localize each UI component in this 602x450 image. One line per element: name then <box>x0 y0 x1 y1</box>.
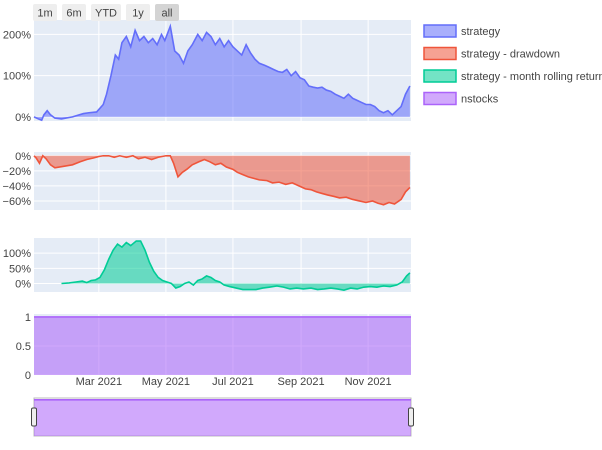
legend-label: strategy - month rolling return <box>461 71 602 83</box>
drawdown-panel: 0% −20% −40% −60% <box>3 151 411 210</box>
nstocks-ytick-label: 0.5 <box>16 341 31 353</box>
xtick-label: Nov 2021 <box>345 376 392 388</box>
chart-panels: 0%100%200%0%−20%−40%−60%0%50%100%00.51 <box>3 20 411 382</box>
range-button-label: YTD <box>95 8 117 20</box>
rolling-ytick-label: 100% <box>3 248 31 260</box>
drawdown-area <box>34 155 410 205</box>
range-button-ytd[interactable]: YTD <box>91 4 121 21</box>
xtick-label: Jul 2021 <box>212 376 254 388</box>
range-button-bg[interactable] <box>155 4 179 21</box>
range-selector[interactable]: 1m 6m YTD 1y all <box>33 4 179 21</box>
range-button-all[interactable]: all <box>155 4 179 21</box>
nstocks-panel: 00.51 <box>16 312 411 382</box>
legend-swatch <box>423 69 457 83</box>
strategy-ytick-label: 200% <box>3 29 31 41</box>
strategy-panel: 0% 100% 200% <box>3 20 411 124</box>
range-slider-handle-left[interactable] <box>31 407 37 427</box>
range-button-1m[interactable]: 1m <box>33 4 57 21</box>
xtick-label: Sep 2021 <box>278 376 325 388</box>
nstocks-ytick-label: 0 <box>25 370 31 382</box>
range-button-label: 1m <box>37 8 52 20</box>
rolling-panel: 0% 50% 100% <box>3 238 411 292</box>
rolling-ytick-label: 0% <box>15 279 31 291</box>
legend-label: strategy - drawdown <box>461 49 560 61</box>
rolling-line <box>61 240 411 292</box>
range-button-bg[interactable] <box>33 4 57 21</box>
drawdown-ytick-label: −40% <box>3 181 32 193</box>
strategy-ytick-label: 100% <box>3 71 31 83</box>
rolling-ytick-label: 50% <box>9 263 31 275</box>
range-button-6m[interactable]: 6m <box>62 4 86 21</box>
legend-item[interactable]: strategy <box>423 24 501 38</box>
range-button-bg[interactable] <box>91 4 121 21</box>
xtick-label: May 2021 <box>142 376 190 388</box>
legend-swatch <box>423 24 457 38</box>
drawdown-ytick-label: −20% <box>3 166 32 178</box>
range-button-1y[interactable]: 1y <box>126 4 150 21</box>
legend-label: strategy <box>461 26 501 38</box>
legend[interactable]: strategy strategy - drawdown strategy - mo… <box>423 24 602 106</box>
range-button-bg[interactable] <box>62 4 86 21</box>
legend-item[interactable]: strategy - month rolling return <box>423 69 602 83</box>
strategy-area <box>34 26 410 121</box>
range-button-label: 1y <box>132 8 144 20</box>
range-slider-handle-right[interactable] <box>408 407 414 427</box>
range-button-label: all <box>161 8 172 20</box>
legend-item[interactable]: nstocks <box>423 91 499 106</box>
range-button-label: 6m <box>66 8 81 20</box>
nstocks-area <box>34 316 411 375</box>
strategy-line <box>33 23 411 122</box>
legend-swatch <box>423 91 457 106</box>
legend-item[interactable]: strategy - drawdown <box>423 46 560 61</box>
rolling-area <box>61 241 410 291</box>
strategy-ytick-label: 0% <box>15 112 31 124</box>
xtick-label: Mar 2021 <box>76 376 122 388</box>
range-slider[interactable] <box>31 397 414 437</box>
range-button-bg[interactable] <box>126 4 150 21</box>
range-slider-area <box>34 399 411 436</box>
legend-swatch <box>423 46 457 61</box>
x-axis: Mar 2021 May 2021 Jul 2021 Sep 2021 Nov 2021 <box>76 376 392 388</box>
drawdown-line <box>33 154 411 206</box>
drawdown-ytick-label: 0% <box>15 151 31 163</box>
drawdown-ytick-label: −60% <box>3 196 32 208</box>
nstocks-ytick-label: 1 <box>25 312 31 324</box>
legend-label: nstocks <box>461 94 499 106</box>
